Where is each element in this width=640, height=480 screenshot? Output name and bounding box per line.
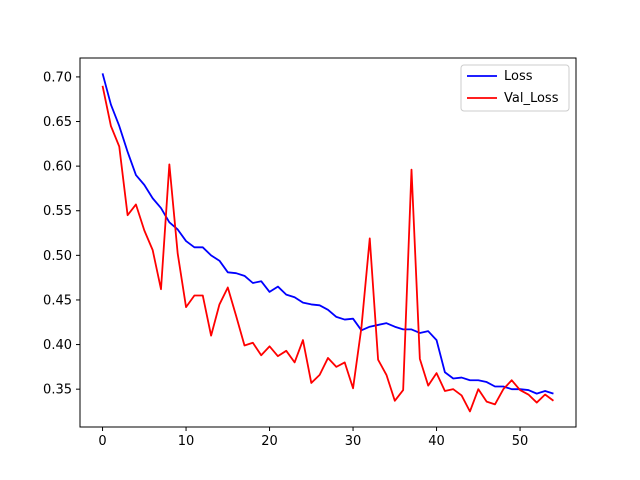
y-tick-label: 0.65 (43, 115, 72, 130)
y-tick-label: 0.45 (43, 293, 72, 308)
x-tick-label: 0 (98, 434, 106, 449)
x-axis: 0 10 20 30 40 50 (98, 427, 528, 449)
y-tick-label: 0.40 (43, 338, 72, 353)
y-tick-label: 0.35 (43, 383, 72, 398)
x-tick-label: 20 (261, 434, 278, 449)
y-tick-label: 0.60 (43, 160, 72, 175)
plot-frame (79, 57, 577, 428)
legend-label-loss: Loss (504, 69, 533, 84)
x-tick-label: 10 (178, 434, 195, 449)
x-tick-label: 40 (428, 434, 445, 449)
x-tick-label: 50 (512, 434, 529, 449)
y-axis: 0.35 0.40 0.45 0.50 0.55 0.60 0.65 0.70 (43, 70, 80, 398)
series-layer (101, 73, 554, 413)
series-line-loss (101, 73, 554, 395)
x-tick-label: 30 (345, 434, 362, 449)
legend-label-val-loss: Val_Loss (504, 91, 559, 106)
y-tick-label: 0.55 (43, 204, 72, 219)
y-tick-label: 0.70 (43, 70, 72, 85)
y-tick-label: 0.50 (43, 249, 72, 264)
series-line-val-loss (101, 85, 554, 413)
legend: Loss Val_Loss (460, 64, 570, 112)
